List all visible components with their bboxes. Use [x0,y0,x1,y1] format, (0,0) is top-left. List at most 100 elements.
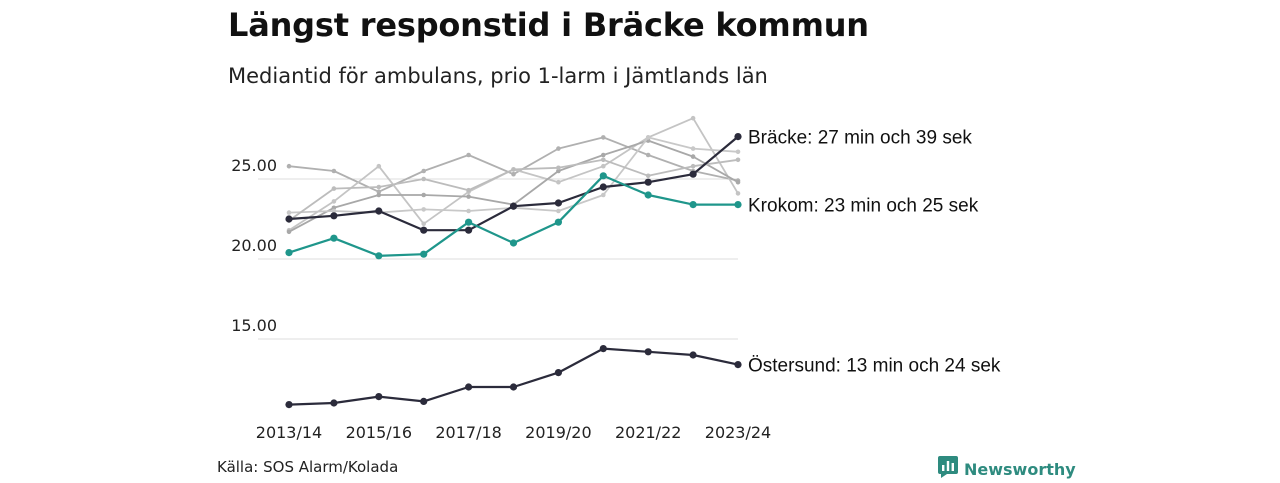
data-point [554,199,563,207]
data-point [509,239,518,247]
data-point [734,133,742,141]
data-point [556,208,561,214]
data-point [601,152,606,158]
x-tick-label: 2019/20 [525,423,591,442]
highlighted-series: Östersund: 13 min och 24 sek [285,345,1001,409]
data-point [466,152,471,158]
data-point [331,186,337,191]
data-point [420,226,428,234]
data-point [735,157,741,163]
data-point [644,348,652,356]
data-point [644,178,652,186]
data-point [599,172,607,180]
x-tick-label: 2013/14 [256,423,322,442]
data-point [509,202,518,210]
brand-logo: Newsworthy [938,456,1076,483]
data-point [556,168,561,174]
data-point [556,165,561,171]
series-label: Krokom: 23 min och 25 sek [748,196,979,217]
data-point [735,191,741,196]
data-point [735,179,741,185]
data-point [601,163,606,169]
chart-subtitle: Mediantid för ambulans, prio 1-larm i Jä… [228,64,768,88]
data-point [331,205,337,211]
data-point [375,252,383,260]
data-point [599,183,607,191]
data-point [331,208,337,214]
series-label: Bräcke: 27 min och 39 sek [748,128,972,149]
data-point [466,187,471,193]
data-point [285,215,293,223]
source-credit: Källa: SOS Alarm/Kolada [217,458,399,476]
data-point [375,207,383,215]
data-point [331,168,337,174]
data-point [330,234,338,242]
series-label: Östersund: 13 min och 24 sek [748,356,1001,377]
background-series-line [286,135,741,195]
data-point [466,208,471,214]
data-point [285,249,293,257]
data-point [421,221,427,227]
chart-title: Längst responstid i Bräcke kommun [228,6,869,44]
data-point [690,163,696,169]
data-point [735,149,741,155]
y-tick-label: 15.00 [231,316,277,335]
data-point [690,115,696,121]
data-point [509,383,518,391]
gridlines [258,178,738,340]
brand-name: Newsworthy [964,460,1076,479]
x-tick-label: 2015/16 [346,423,412,442]
y-axis-ticks: 15.00 20.00 25.00 [231,156,277,335]
data-point [645,152,651,158]
data-point [376,192,382,198]
data-point [420,250,428,258]
data-point [556,146,561,151]
data-point [376,184,382,190]
data-point [554,218,563,226]
data-point [376,189,382,195]
series-line [288,139,739,233]
x-tick-label: 2017/18 [435,423,501,442]
x-tick-label: 2021/22 [615,423,681,442]
data-point [645,135,651,140]
x-tick-label: 2023/24 [705,423,771,442]
data-point [286,163,292,169]
data-point [331,199,337,204]
data-point [601,135,606,140]
data-point [330,212,338,220]
y-tick-label: 25.00 [231,156,277,175]
y-tick-label: 20.00 [231,236,277,255]
data-point [421,192,427,198]
highlighted-series: Bräcke: 27 min och 39 sek [285,128,972,234]
data-point [690,154,696,159]
data-point [511,167,516,172]
data-point [734,201,742,209]
data-point [375,393,383,401]
data-point [286,210,292,215]
data-point [644,191,652,199]
data-point [285,401,293,409]
data-point [465,218,473,226]
data-point [689,170,697,178]
data-point [601,192,606,198]
data-point [689,201,697,209]
data-point [286,229,292,235]
highlighted-series: Bräcke: 27 min och 39 sek Krokom: 23 min … [285,128,1001,409]
data-point [465,383,473,391]
data-point [420,397,428,405]
data-point [330,399,338,407]
data-point [511,171,516,177]
highlighted-series: Krokom: 23 min och 25 sek [285,172,979,260]
data-point [601,157,606,163]
background-series [286,115,741,235]
data-point [689,351,697,359]
x-axis-ticks: 2013/14 2015/16 2017/18 2019/20 2021/22 2023/… [256,423,771,442]
data-point [465,226,473,234]
data-point [421,168,427,174]
data-point [599,345,607,353]
newsworthy-logo-icon [938,456,958,483]
data-point [421,176,427,182]
data-point [556,179,561,185]
series-line [288,347,739,406]
